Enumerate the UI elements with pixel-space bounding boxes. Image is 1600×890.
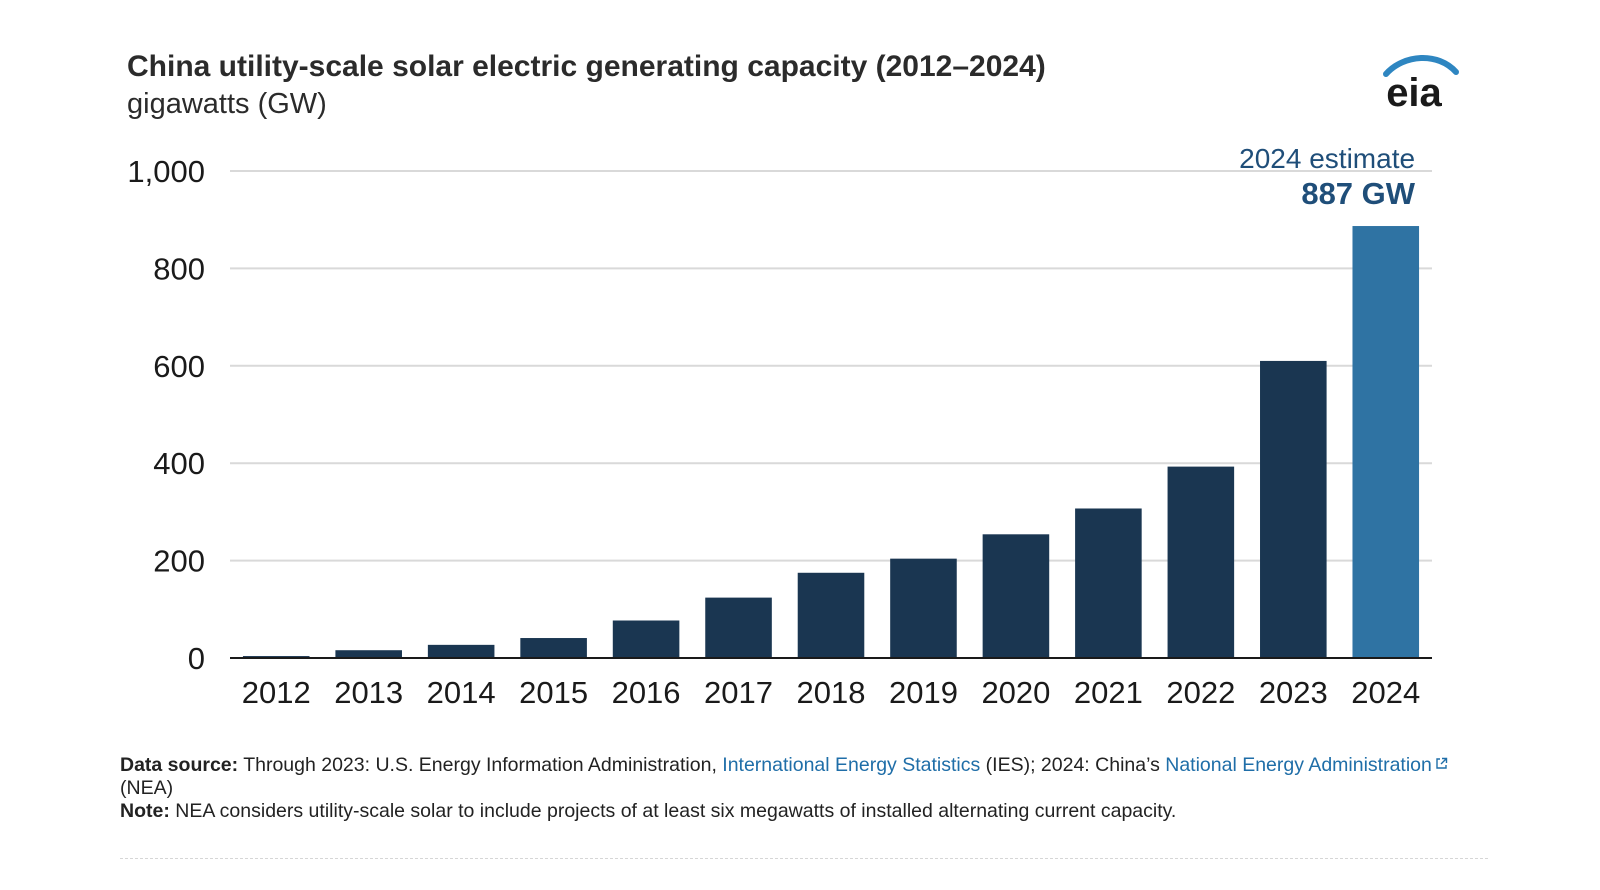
bar-2016 (612, 620, 680, 658)
y-tick-label: 200 (153, 544, 205, 579)
chart-footer: Data source: Through 2023: U.S. Energy I… (120, 754, 1500, 823)
bar-2024 (1352, 226, 1420, 658)
eia-logo-text: eia (1386, 71, 1442, 112)
x-tick-label: 2019 (889, 675, 958, 710)
x-tick-label: 2016 (612, 675, 681, 710)
x-tick-label: 2024 (1351, 675, 1420, 710)
annotation-value: 887 GW (1301, 176, 1415, 211)
bar-2017 (705, 597, 772, 658)
x-tick-label: 2017 (704, 675, 773, 710)
footer-divider (120, 858, 1488, 859)
y-axis-ticks: 0 200 400 600 800 1,000 (127, 154, 205, 676)
note-line: Note: NEA considers utility-scale solar … (120, 800, 1500, 823)
eia-logo[interactable]: eia (1372, 50, 1462, 112)
x-tick-label: 2023 (1259, 675, 1328, 710)
x-tick-label: 2021 (1074, 675, 1143, 710)
x-tick-label: 2020 (981, 675, 1050, 710)
eia-logo-arc-icon (1383, 55, 1459, 77)
annotation-label: 2024 estimate (1239, 143, 1415, 174)
y-tick-label: 1,000 (127, 154, 205, 189)
y-tick-label: 400 (153, 446, 205, 481)
bar-2021 (1075, 508, 1142, 658)
data-source-text-1: Through 2023: U.S. Energy Information Ad… (238, 754, 723, 776)
bar-2014 (427, 644, 495, 658)
bar-2015 (520, 638, 587, 658)
y-tick-label: 800 (153, 251, 205, 286)
chart-subtitle: gigawatts (GW) (127, 88, 327, 120)
x-axis-ticks: 2012 2013 2014 2015 2016 2017 2018 2019 2020 2021… (242, 675, 1421, 710)
nea-link[interactable]: National Energy Administration (1165, 754, 1432, 776)
bar-2022 (1167, 466, 1235, 658)
x-tick-label: 2018 (797, 675, 866, 710)
ies-link[interactable]: International Energy Statistics (722, 754, 981, 776)
data-source-text-2: (IES); 2024: China’s (980, 754, 1166, 776)
external-link-icon[interactable] (1435, 757, 1448, 770)
y-tick-label: 600 (153, 349, 205, 384)
bar-2019 (890, 558, 957, 658)
bar-2018 (797, 572, 865, 658)
note-text: NEA considers utility-scale solar to inc… (169, 800, 1177, 822)
data-source-continuation: (NEA) (120, 777, 174, 799)
data-source-label: Data source: (120, 754, 239, 776)
note-label: Note: (120, 800, 170, 822)
bars (242, 226, 1420, 658)
x-tick-label: 2012 (242, 675, 311, 710)
data-source-line: Data source: Through 2023: U.S. Energy I… (120, 754, 1500, 777)
chart-title: China utility-scale solar electric gener… (127, 50, 1046, 83)
bar-2020 (982, 534, 1050, 658)
bar-2013 (335, 650, 402, 658)
bar-2023 (1260, 360, 1327, 658)
x-tick-label: 2014 (427, 675, 496, 710)
y-tick-label: 0 (188, 641, 205, 676)
x-tick-label: 2015 (519, 675, 588, 710)
x-tick-label: 2022 (1166, 675, 1235, 710)
gridlines (230, 170, 1432, 562)
x-tick-label: 2013 (334, 675, 403, 710)
